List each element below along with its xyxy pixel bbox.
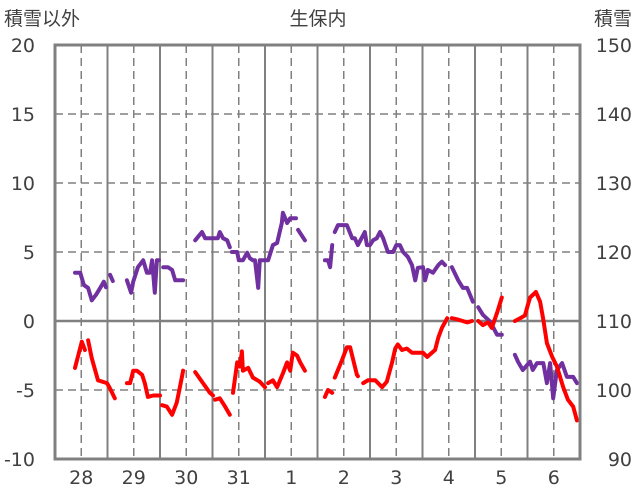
x-tick-label: 6 — [548, 467, 560, 489]
other-series-line — [449, 316, 474, 325]
other-series-line — [160, 368, 186, 417]
left-y-tick-label: -5 — [16, 380, 35, 402]
right-y-tick-label: 90 — [608, 449, 632, 471]
x-tick-label: 29 — [122, 467, 146, 489]
other-series-line — [73, 339, 87, 370]
chart-title: 生保内 — [289, 8, 346, 30]
snow-depth-series-line — [73, 270, 108, 303]
other-series-line — [124, 368, 162, 399]
left-y-tick-label: 0 — [23, 311, 35, 333]
other-series-line — [332, 345, 360, 380]
x-tick-label: 1 — [285, 467, 297, 489]
x-tick-label: 2 — [338, 467, 350, 489]
left-axis-title: 積雪以外 — [4, 8, 80, 30]
x-tick-label: 4 — [443, 467, 455, 489]
right-y-tick-label: 140 — [596, 104, 632, 126]
x-tick-label: 5 — [495, 467, 507, 489]
snow-depth-series-line — [229, 210, 298, 290]
gridlines — [55, 45, 580, 459]
snow-depth-series-line — [124, 258, 161, 295]
other-series-line — [512, 290, 579, 423]
other-series-line — [193, 370, 215, 398]
right-y-tick-label: 120 — [596, 242, 632, 264]
snow-depth-series-line — [322, 243, 335, 270]
left-y-tick-label: 10 — [11, 173, 35, 195]
right-y-tick-label: 150 — [596, 35, 632, 57]
other-series-line — [86, 338, 117, 401]
snow-depth-series-line — [193, 230, 232, 250]
other-series-line — [361, 316, 450, 390]
left-y-tick-label: -10 — [4, 449, 35, 471]
right-y-tick-label: 130 — [596, 173, 632, 195]
other-series-line — [476, 295, 504, 330]
other-series-line — [266, 350, 307, 390]
x-tick-label: 3 — [390, 467, 402, 489]
plot-frame — [53, 43, 582, 461]
snow-depth-series-line — [476, 305, 504, 337]
x-tick-label: 31 — [227, 467, 251, 489]
right-axis-title: 積雪 — [594, 8, 632, 30]
other-series-line — [213, 396, 232, 417]
snow-depth-series-line — [161, 265, 186, 283]
x-tick-label: 30 — [174, 467, 198, 489]
snow-depth-series-line — [512, 352, 579, 401]
snow-depth-series-line — [296, 227, 307, 243]
snow-depth-series-line — [332, 223, 448, 283]
snow-depth-series-line — [108, 272, 115, 283]
snow-depth-series-line — [449, 265, 475, 304]
left-y-tick-label: 15 — [11, 104, 35, 126]
other-series-line — [231, 349, 267, 395]
left-y-tick-label: 20 — [11, 35, 35, 57]
x-tick-label: 28 — [69, 467, 93, 489]
right-y-tick-label: 100 — [596, 380, 632, 402]
series-group — [73, 210, 579, 423]
right-y-tick-label: 110 — [596, 311, 632, 333]
other-series-line — [322, 388, 335, 399]
left-y-tick-label: 5 — [23, 242, 35, 264]
